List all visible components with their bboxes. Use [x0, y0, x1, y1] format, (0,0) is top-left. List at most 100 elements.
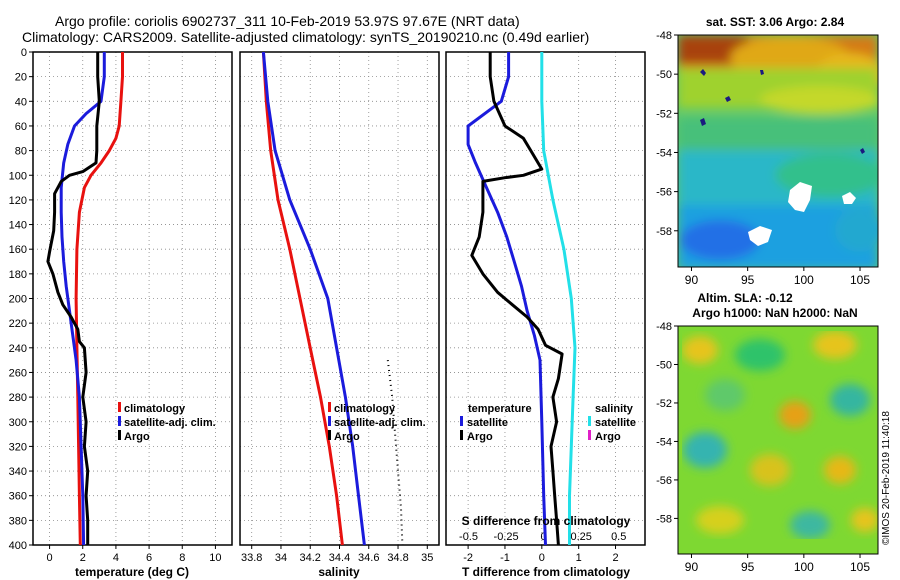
s-difference-tick-labels: -0.5 -0.25 0 0.25 0.5 [459, 531, 626, 543]
lat-tick-label: -58 [656, 226, 672, 238]
lon-tick-label: 105 [850, 273, 870, 287]
y-tick-label: 0 [21, 47, 27, 59]
difference-legend-temperature: temperature satellite Argo [460, 403, 532, 443]
sla-map-title-line-1: Altim. SLA: -0.12 [697, 291, 793, 305]
y-tick-label: 220 [9, 318, 27, 330]
legend-swatch-argo [328, 430, 331, 440]
sst-lon-tick-labels: 90 95 100 105 [685, 267, 870, 287]
series-line-argo [386, 359, 404, 545]
x-tick-label: 6 [146, 552, 152, 564]
s-tick-label: -0.5 [459, 531, 478, 543]
sst-map-frame [677, 34, 879, 268]
x-tick-label: 0 [47, 552, 53, 564]
x-tick-label: 34.2 [300, 552, 321, 564]
x-tick-label: 2 [612, 552, 618, 564]
lat-tick-label: -54 [656, 436, 672, 448]
x-tick-label: 34.6 [358, 552, 379, 564]
legend-swatch-t-argo [460, 430, 463, 440]
legend-swatch-argo [118, 430, 121, 440]
x-tick-label: 34.4 [329, 552, 350, 564]
x-tick-label: -2 [463, 552, 473, 564]
temperature-tick-labels: 0 2 4 6 8 10 [47, 545, 222, 564]
legend-swatch-s-satellite [588, 416, 591, 426]
legend-swatch-satellite [328, 416, 331, 426]
y-tick-label: 200 [9, 294, 27, 306]
salinity-axis-label: salinity [318, 565, 360, 579]
t-difference-tick-labels: -2 -1 0 1 2 [463, 545, 619, 564]
series-line-satellite-adj-clim- [59, 52, 106, 545]
legend-label-s-argo: Argo [595, 431, 621, 443]
y-tick-label: 60 [15, 121, 27, 133]
x-tick-label: 2 [80, 552, 86, 564]
y-tick-label: 360 [9, 491, 27, 503]
x-tick-label: 34.8 [387, 552, 408, 564]
legend-swatch-satellite [118, 416, 121, 426]
sla-lon-tick-labels: 90 95 100 105 [685, 554, 870, 574]
y-tick-label: 100 [9, 170, 27, 182]
y-tick-label: 240 [9, 343, 27, 355]
y-tick-label: 400 [9, 540, 27, 552]
legend-label-argo: Argo [124, 431, 150, 443]
legend-label-s-satellite: satellite [595, 417, 636, 429]
sla-map-title-line-2: Argo h1000: NaN h2000: NaN [692, 306, 857, 320]
difference-lines [466, 52, 577, 545]
temperature-legend: climatology satellite-adj. clim. Argo [118, 402, 216, 443]
y-tick-label: 280 [9, 392, 27, 404]
sla-map-panel: Altim. SLA: -0.12 Argo h1000: NaN h2000:… [656, 291, 879, 574]
lat-tick-label: -50 [656, 359, 672, 371]
y-tick-label: 180 [9, 269, 27, 281]
y-tick-label: 380 [9, 515, 27, 527]
lon-tick-label: 95 [741, 273, 755, 287]
temperature-lines [46, 52, 124, 545]
x-tick-label: 4 [113, 552, 119, 564]
y-tick-label: 120 [9, 195, 27, 207]
salinity-panel: 33.8 34 34.2 34.4 34.6 34.8 35 salinity climat… [239, 51, 440, 579]
lat-tick-label: -52 [656, 398, 672, 410]
y-tick-label: 320 [9, 441, 27, 453]
imos-watermark: ©IMOS 20-Feb-2019 11:40:18 [881, 411, 892, 545]
legend-swatch-s-argo [588, 430, 591, 440]
salinity-legend: climatology satellite-adj. clim. Argo [328, 402, 426, 443]
sla-map-frame [677, 325, 879, 555]
sla-lat-tick-labels: -48 -50 -52 -54 -56 -58 [656, 321, 678, 525]
sst-map-title: sat. SST: 3.06 Argo: 2.84 [706, 15, 845, 29]
lat-tick-label: -48 [656, 321, 672, 333]
depth-tick-labels: 0 20 40 60 80 100 120 140 160 180 200 220 240 260 280 3… [9, 47, 33, 552]
temperature-panel: 0204060801001201401601802002202402602803… [9, 47, 233, 579]
legend-label-satellite: satellite-adj. clim. [334, 417, 426, 429]
lon-tick-label: 100 [794, 273, 814, 287]
title-line-1: Argo profile: coriolis 6902737_311 10-Fe… [55, 13, 520, 29]
sla-map-image [678, 326, 878, 554]
x-tick-label: 34 [275, 552, 287, 564]
sst-map-panel: sat. SST: 3.06 Argo: 2.84 [656, 15, 879, 287]
legend-label-t-satellite: satellite [467, 417, 508, 429]
lat-tick-label: -58 [656, 513, 672, 525]
y-tick-label: 40 [15, 96, 27, 108]
t-difference-axis-label: T difference from climatology [462, 565, 630, 579]
s-difference-axis-label: S difference from climatology [462, 514, 631, 528]
series-line-climatology [74, 52, 124, 545]
lon-tick-label: 105 [850, 560, 870, 574]
legend-swatch-climatology [328, 402, 331, 412]
salinity-tick-labels: 33.8 34 34.2 34.4 34.6 34.8 35 [241, 545, 433, 564]
series-line-argo [46, 52, 101, 545]
legend-label-argo: Argo [334, 431, 360, 443]
series-line-satellite-adj-clim- [261, 52, 366, 545]
legend-label-satellite: satellite-adj. clim. [124, 417, 216, 429]
salinity-lines [261, 52, 404, 545]
x-tick-label: 33.8 [241, 552, 262, 564]
legend-title-salinity: salinity [595, 403, 634, 415]
s-tick-label: 0 [541, 531, 547, 543]
difference-grid [446, 51, 645, 546]
lat-tick-label: -52 [656, 108, 672, 120]
y-tick-label: 140 [9, 220, 27, 232]
y-tick-label: 260 [9, 367, 27, 379]
temperature-frame [32, 51, 233, 546]
temperature-axis-label: temperature (deg C) [75, 565, 189, 579]
y-tick-label: 340 [9, 466, 27, 478]
x-tick-label: 0 [539, 552, 545, 564]
legend-label-climatology: climatology [334, 403, 396, 415]
lon-tick-label: 90 [685, 560, 699, 574]
legend-label-t-argo: Argo [467, 431, 493, 443]
